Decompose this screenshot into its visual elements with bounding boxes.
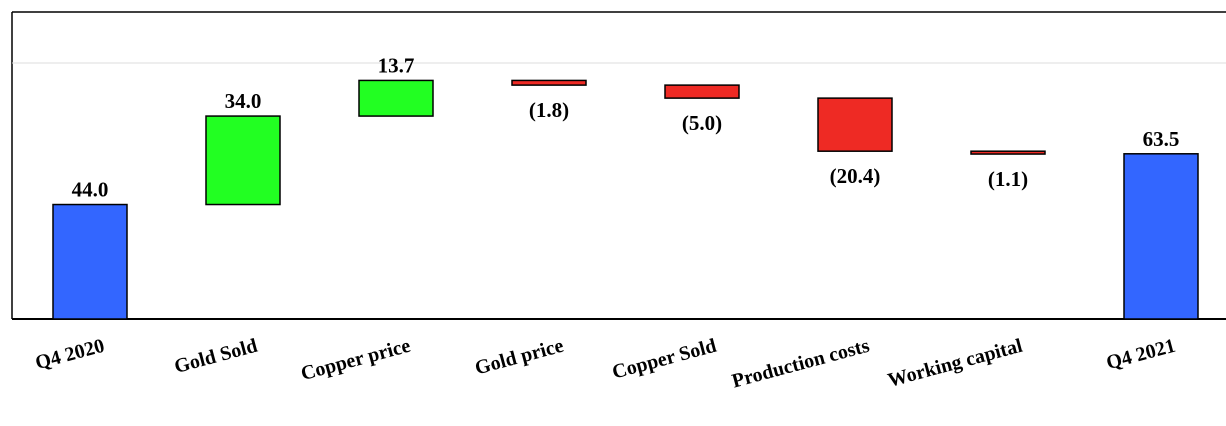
value-label: (1.8) (529, 98, 569, 122)
value-labels: 44.0 34.0 13.7 (1.8) (5.0) (20.4) (1.1) 63.5 (72, 53, 1180, 201)
bar-working-capital (970, 150, 1046, 155)
category-label: Q4 2020 (33, 335, 107, 375)
value-label: 13.7 (378, 53, 415, 77)
bar-copper-sold (664, 84, 740, 99)
bar-production-costs (817, 97, 893, 152)
category-label: Working capital (885, 335, 1025, 392)
bar-copper-price (358, 79, 434, 117)
chart-frame (11, 11, 1226, 320)
value-label: 44.0 (72, 178, 109, 202)
bar-q4-2021 (1123, 153, 1199, 320)
bars (52, 79, 1199, 320)
category-label: Production costs (730, 335, 872, 393)
category-label: Gold Sold (172, 335, 260, 378)
category-labels: Q4 2020 Gold Sold Copper price Gold price Co… (33, 335, 1178, 393)
bar-gold-price (511, 79, 587, 86)
category-label: Q4 2021 (1104, 335, 1178, 375)
value-label: 34.0 (225, 89, 262, 113)
bar-q4-2020 (52, 203, 128, 320)
bar-gold-sold (205, 115, 281, 206)
value-label: (1.1) (988, 167, 1028, 191)
value-label: 63.5 (1143, 127, 1180, 151)
category-label: Copper price (299, 335, 413, 385)
value-label: (5.0) (682, 111, 722, 135)
value-label: (20.4) (830, 164, 881, 188)
category-label: Gold price (473, 335, 566, 380)
category-label: Copper Sold (610, 335, 719, 384)
